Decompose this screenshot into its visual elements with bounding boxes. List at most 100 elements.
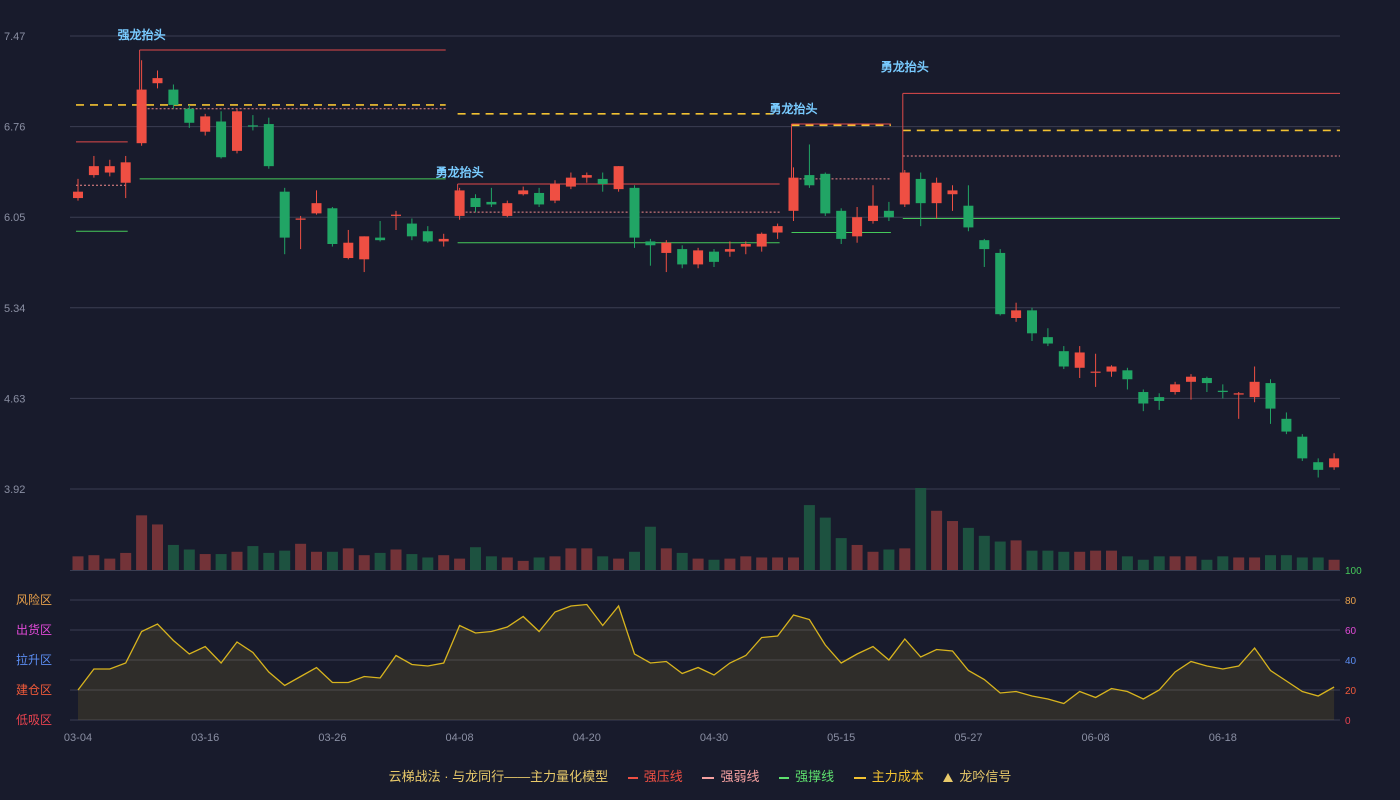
candle-body — [677, 249, 688, 265]
y-tick-label: 5.34 — [4, 303, 25, 315]
oscillator-line — [77, 603, 1335, 705]
candle — [1027, 307, 1037, 341]
candle — [645, 238, 656, 266]
candle — [168, 84, 179, 109]
volume-bar — [454, 558, 466, 570]
candle-body — [1170, 384, 1181, 393]
volume-bar — [1121, 556, 1133, 570]
signal-label: 勇龙抬头 — [881, 59, 929, 74]
candle-layer — [73, 60, 1340, 478]
legend-item-cost: 主力成本 — [853, 766, 924, 785]
candle — [120, 155, 131, 199]
volume-bar — [629, 551, 640, 570]
oscillator-tick-label: 40 — [1345, 656, 1357, 667]
legend-item-signal: 龙吟信号 — [943, 766, 1011, 785]
zone-label: 建仓区 — [16, 683, 52, 697]
candle-body — [1186, 376, 1196, 382]
candle-body — [1233, 393, 1244, 395]
candle — [391, 210, 401, 230]
legend-swatch-weak — [702, 776, 715, 779]
candle — [756, 232, 767, 252]
volume-bar — [597, 556, 609, 570]
candle — [104, 159, 115, 177]
candle-body — [915, 178, 926, 204]
oscillator-tick-label: 20 — [1345, 686, 1357, 697]
x-tick-label: 04-30 — [700, 732, 728, 744]
candle — [1249, 366, 1260, 403]
candle-body — [518, 190, 529, 195]
signal-label: 强龙抬头 — [118, 27, 166, 42]
candle — [852, 206, 863, 243]
candle-body — [375, 237, 386, 241]
oscillator-layer — [77, 603, 1335, 720]
candle-body — [120, 162, 131, 183]
volume-bar — [1042, 550, 1054, 570]
candle-body — [152, 78, 163, 84]
volume-bar — [1296, 557, 1308, 570]
volume-bar — [1026, 550, 1038, 570]
candle-body — [295, 218, 306, 220]
volume-bar — [295, 543, 307, 570]
volume-bar — [533, 557, 545, 570]
volume-bar — [1074, 551, 1086, 570]
candle — [1201, 376, 1212, 393]
candle — [422, 226, 433, 243]
candle — [502, 200, 513, 218]
candle-body — [709, 251, 719, 262]
candle-body — [359, 236, 370, 260]
candle — [216, 111, 227, 159]
candle-body — [1217, 390, 1228, 393]
y-tick-label: 4.63 — [4, 393, 25, 405]
candle-body — [232, 111, 242, 151]
candle-body — [1249, 381, 1260, 398]
candle — [343, 229, 354, 260]
legend-label: 强压线 — [643, 769, 683, 784]
volume-bar — [1169, 556, 1181, 570]
x-tick-label: 03-26 — [318, 732, 346, 744]
volume-bar — [613, 558, 625, 570]
legend-item-support: 强撑线 — [779, 766, 834, 785]
candle — [724, 241, 735, 257]
oscillator-tick-label: 0 — [1345, 716, 1351, 727]
volume-bar — [1153, 556, 1165, 570]
volume-bar — [263, 552, 275, 570]
x-tick-label: 03-04 — [64, 732, 92, 744]
volume-bar — [1265, 555, 1276, 570]
volume-bar — [835, 538, 847, 570]
candle — [1233, 392, 1244, 419]
volume-bar — [485, 556, 497, 570]
zone-label: 风险区 — [16, 592, 52, 607]
legend-title: 云梯战法 · 与龙同行——主力量化模型 — [388, 769, 609, 784]
candle — [1265, 379, 1276, 424]
volume-bar — [994, 541, 1006, 570]
x-tick-label: 06-08 — [1082, 732, 1110, 744]
volume-bar — [549, 556, 561, 570]
candle-body — [693, 250, 704, 265]
volume-bar — [915, 488, 927, 570]
x-tick-label: 04-20 — [573, 732, 601, 744]
candle — [232, 108, 242, 154]
candle — [1170, 381, 1181, 395]
x-tick-label: 03-16 — [191, 732, 219, 744]
volume-bar — [326, 551, 338, 570]
volume-bar — [867, 551, 879, 570]
candle — [1297, 434, 1308, 461]
volume-bar — [1249, 557, 1261, 570]
legend-label: 强撑线 — [795, 769, 835, 784]
candle — [1090, 353, 1101, 387]
volume-bar — [1233, 557, 1245, 570]
candle — [804, 144, 815, 188]
candle-body — [1074, 352, 1085, 368]
volume-bar — [1201, 559, 1213, 570]
zone-label: 低吸区 — [16, 713, 52, 727]
volume-bar — [342, 548, 354, 570]
candle-body — [1265, 383, 1276, 409]
candle-body — [1027, 310, 1037, 334]
candle-body — [311, 203, 322, 214]
candle — [136, 60, 147, 146]
candle-body — [486, 201, 497, 205]
volume-bar — [676, 552, 688, 570]
y-tick-label: 7.47 — [4, 31, 25, 43]
candle-body — [73, 191, 83, 199]
